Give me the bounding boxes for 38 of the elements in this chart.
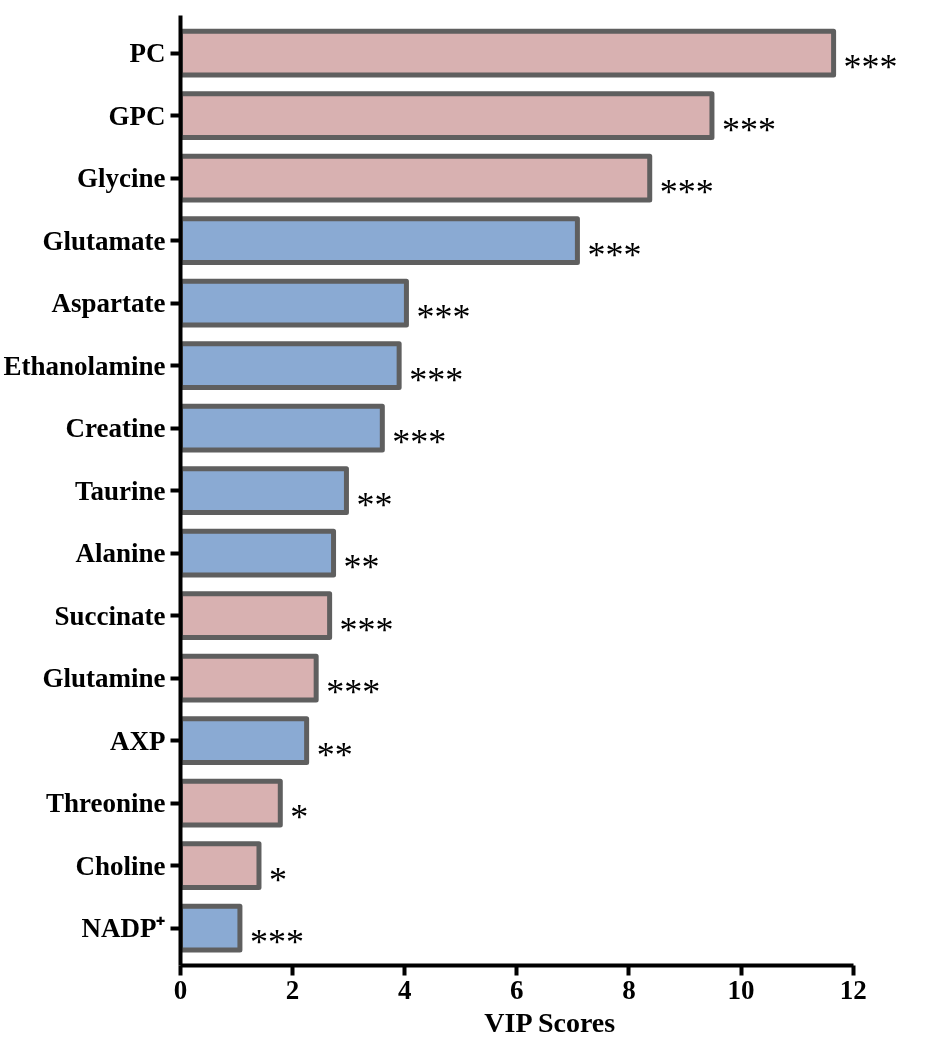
y-tick-label: Choline [75, 850, 166, 881]
x-tick-label: 10 [727, 974, 755, 1005]
data-label: *** [249, 922, 304, 962]
y-tick-label: Creatine [65, 413, 166, 443]
y-tick-label: PC [129, 38, 166, 68]
x-tick-label: 2 [285, 974, 300, 1005]
x-tick-label: 6 [510, 974, 524, 1005]
data-label: ** [343, 547, 380, 587]
data-label: *** [721, 109, 776, 150]
y-tick-label: GPC [108, 100, 166, 131]
data-label: *** [587, 234, 642, 275]
y-tick-label: Threonine [45, 788, 166, 818]
y-tick-label: Succinate [54, 600, 166, 631]
data-label: ** [356, 484, 393, 525]
y-tick-label: Alanine [75, 538, 166, 568]
y-tick-label: Taurine [74, 475, 166, 506]
data-label: * [268, 859, 287, 900]
data-label: *** [326, 672, 381, 712]
data-label: * [290, 797, 309, 837]
y-tick-label: Aspartate [51, 288, 166, 318]
data-label: *** [339, 609, 394, 650]
x-axis-title: VIP Scores [484, 1006, 616, 1038]
y-tick-label: AXP [110, 725, 166, 756]
data-label: *** [843, 47, 898, 87]
x-tick-label: 0 [173, 974, 188, 1005]
data-label: *** [409, 359, 464, 400]
y-tick-label: Glutamine [42, 663, 166, 693]
data-label: *** [392, 422, 447, 462]
y-tick-label: NADP⁺ [81, 913, 166, 943]
x-tick-label: 4 [397, 974, 412, 1005]
data-label: ** [316, 734, 353, 775]
x-tick-label: 12 [839, 974, 867, 1005]
y-tick-label: Glycine [77, 163, 166, 193]
x-tick-label: 8 [622, 974, 636, 1005]
data-label: *** [659, 172, 714, 212]
data-label: *** [416, 297, 471, 337]
y-tick-label: Ethanolamine [3, 350, 166, 381]
y-tick-label: Glutamate [42, 225, 166, 256]
